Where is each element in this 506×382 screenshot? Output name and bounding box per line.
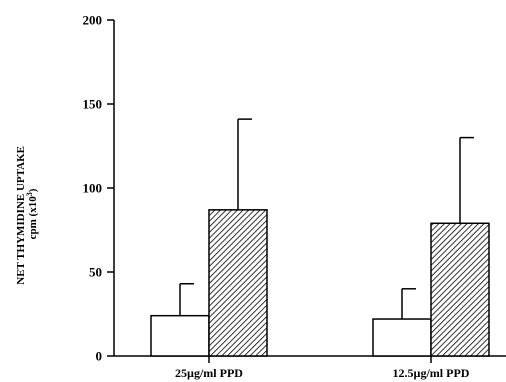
y-tick-label: 0 <box>96 349 103 364</box>
bar-open-1 <box>150 314 210 357</box>
error-bars <box>179 118 474 320</box>
bar-hatched-1 <box>208 209 268 357</box>
bar-open-2 <box>372 318 432 357</box>
x-category-label: 25µg/ml PPD <box>175 366 243 380</box>
category-labels: 25µg/ml PPD 12.5µg/ml PPD <box>175 356 470 380</box>
y-axis-label-exponent: 3 <box>25 192 34 196</box>
x-category-label: 12.5µg/ml PPD <box>393 366 470 380</box>
y-axis-label-line2: cpm (x103) <box>25 188 39 239</box>
bar-hatched-2 <box>430 222 490 357</box>
y-tick-label: 50 <box>89 265 102 280</box>
y-axis-label-unit: cpm (x10 <box>27 196 39 240</box>
y-tick-label: 200 <box>83 13 103 28</box>
y-axis-label: NET THYMIDINE UPTAKE cpm (x103) <box>15 143 39 285</box>
y-tick-label: 100 <box>83 181 103 196</box>
y-axis-label-close: ) <box>27 188 39 192</box>
y-tick-label: 150 <box>83 97 103 112</box>
y-axis-label-line1: NET THYMIDINE UPTAKE <box>15 146 27 285</box>
y-ticks: 0 50 100 150 200 <box>83 13 114 364</box>
bars <box>150 209 490 357</box>
